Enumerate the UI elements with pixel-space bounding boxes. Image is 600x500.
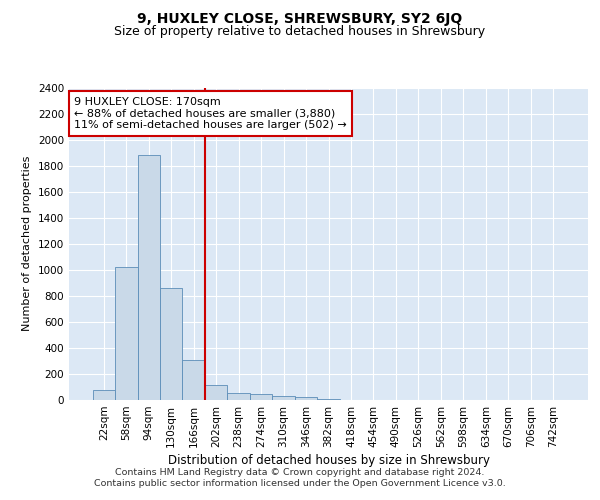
Text: 9, HUXLEY CLOSE, SHREWSBURY, SY2 6JQ: 9, HUXLEY CLOSE, SHREWSBURY, SY2 6JQ bbox=[137, 12, 463, 26]
Bar bbox=[227, 393, 250, 400]
Bar bbox=[295, 398, 317, 400]
Y-axis label: Number of detached properties: Number of detached properties bbox=[22, 156, 32, 332]
Bar bbox=[160, 288, 182, 400]
Text: Contains HM Land Registry data © Crown copyright and database right 2024.
Contai: Contains HM Land Registry data © Crown c… bbox=[94, 468, 506, 487]
Bar bbox=[115, 267, 137, 400]
Bar bbox=[92, 390, 115, 400]
Bar bbox=[250, 394, 272, 400]
X-axis label: Distribution of detached houses by size in Shrewsbury: Distribution of detached houses by size … bbox=[167, 454, 490, 467]
Bar bbox=[182, 360, 205, 400]
Bar bbox=[137, 155, 160, 400]
Bar bbox=[205, 385, 227, 400]
Bar bbox=[272, 396, 295, 400]
Text: 9 HUXLEY CLOSE: 170sqm
← 88% of detached houses are smaller (3,880)
11% of semi-: 9 HUXLEY CLOSE: 170sqm ← 88% of detached… bbox=[74, 97, 347, 130]
Text: Size of property relative to detached houses in Shrewsbury: Size of property relative to detached ho… bbox=[115, 25, 485, 38]
